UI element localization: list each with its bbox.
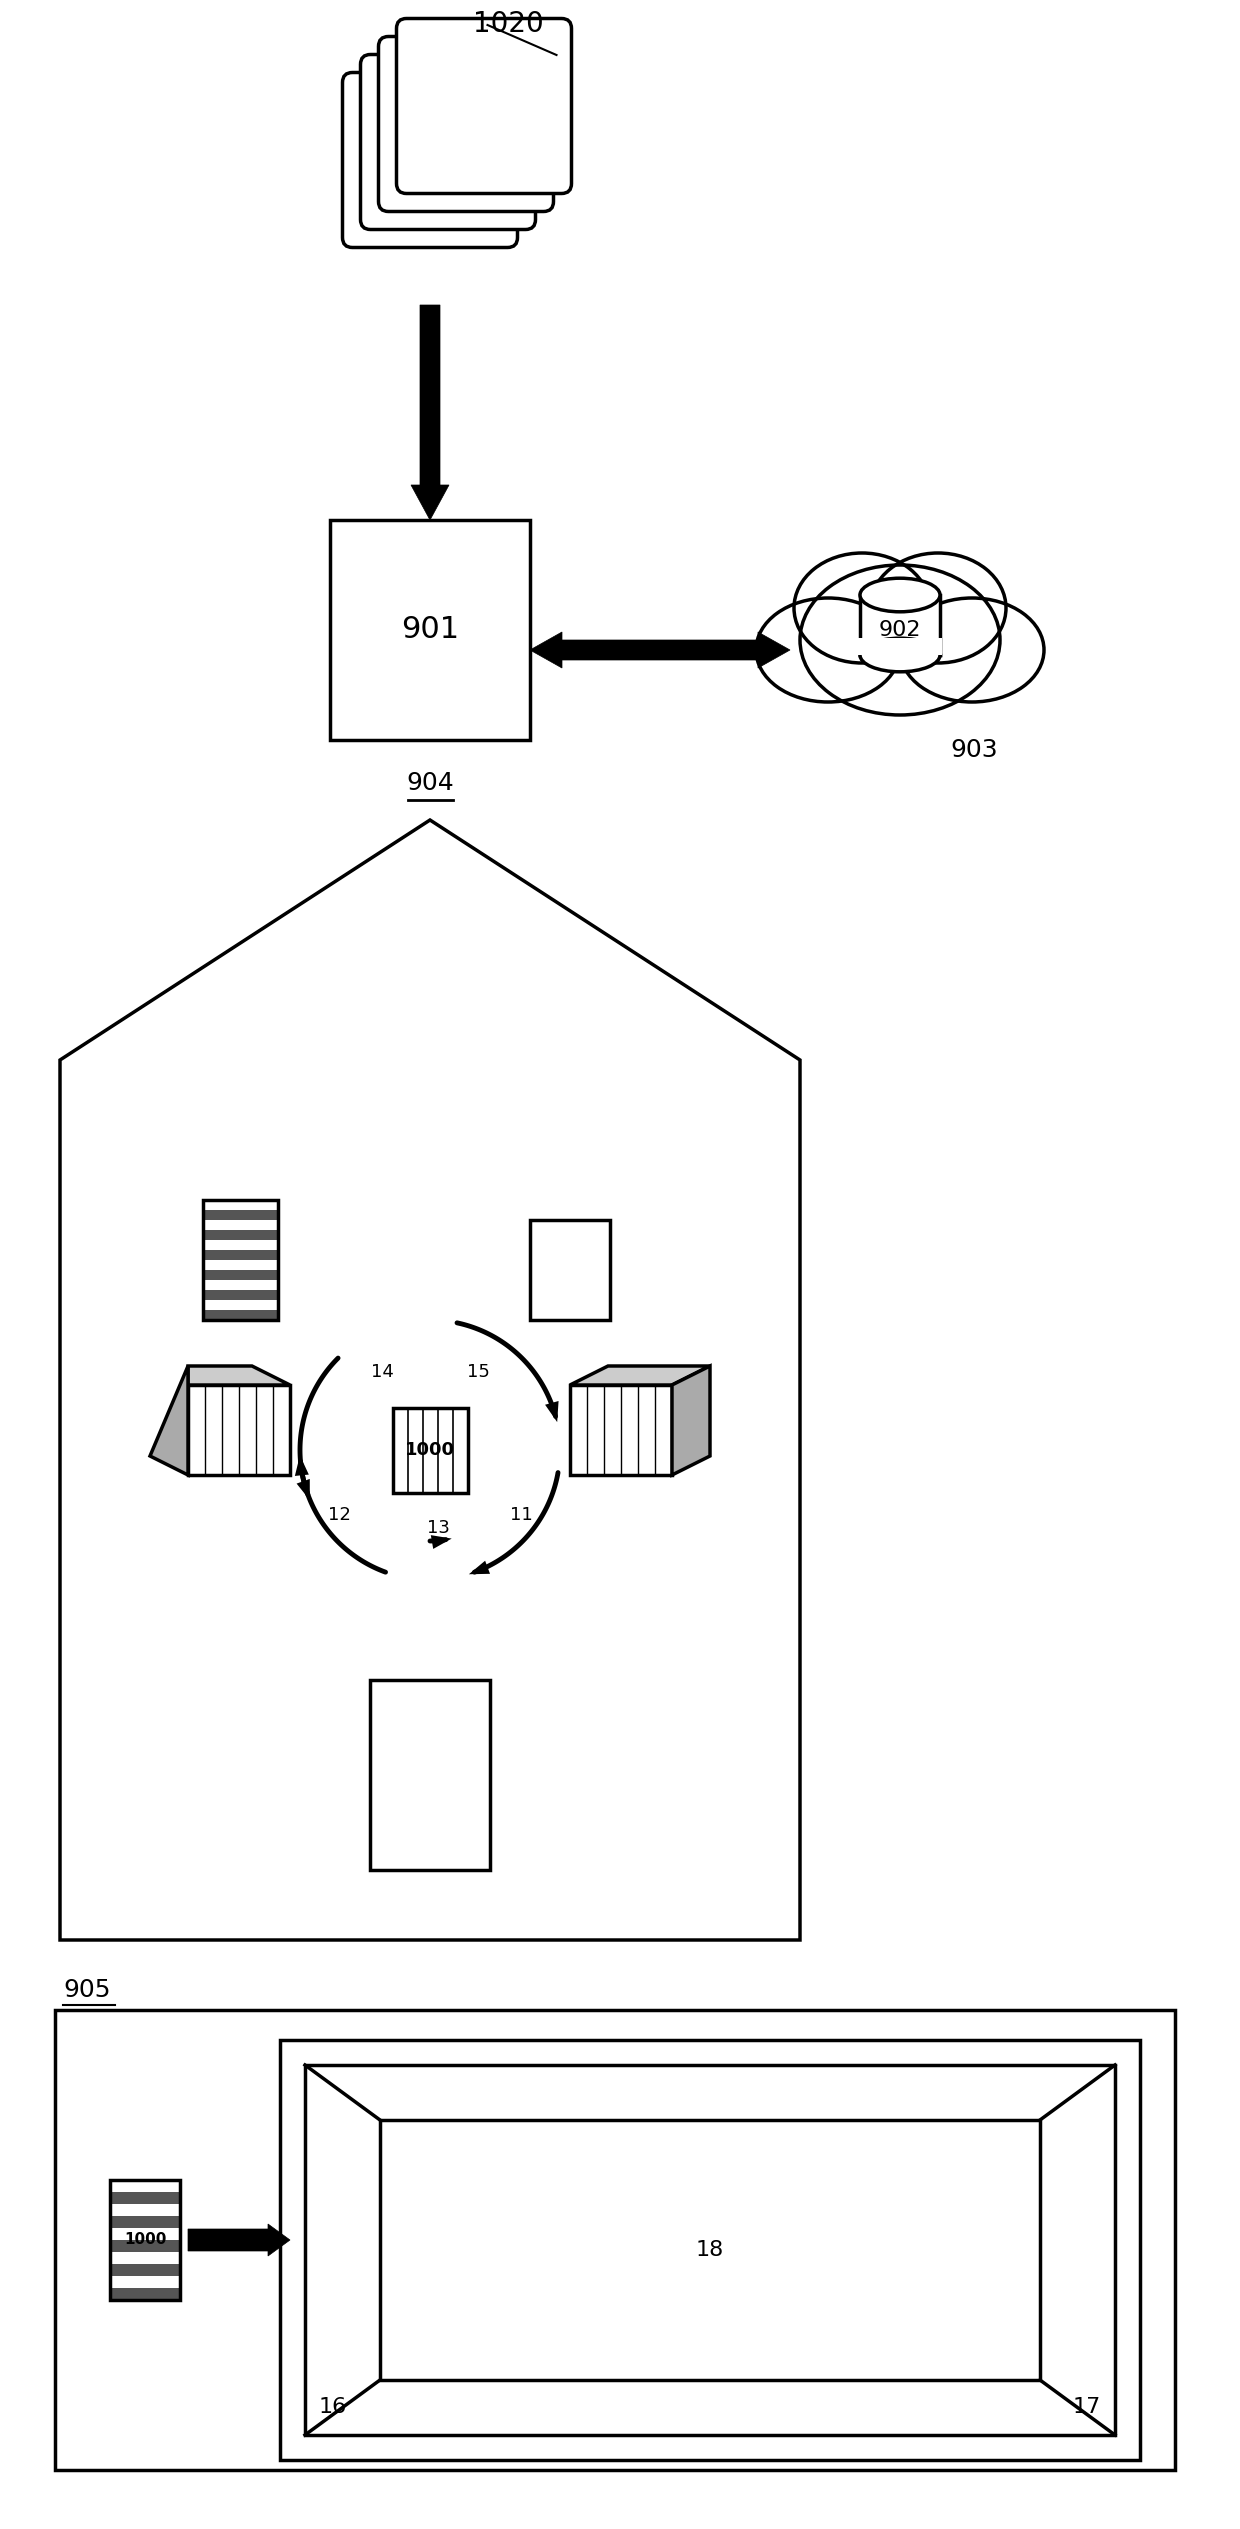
Ellipse shape — [756, 597, 900, 703]
Polygon shape — [469, 1560, 490, 1573]
Text: 903: 903 — [950, 738, 998, 761]
Text: 904: 904 — [407, 771, 454, 794]
Polygon shape — [150, 1366, 188, 1474]
Polygon shape — [202, 1280, 278, 1290]
Polygon shape — [110, 2241, 180, 2251]
Text: 902: 902 — [879, 620, 921, 640]
Polygon shape — [188, 1366, 290, 1386]
Text: 15: 15 — [466, 1363, 490, 1381]
Polygon shape — [295, 1454, 309, 1477]
FancyBboxPatch shape — [342, 73, 517, 248]
Polygon shape — [202, 1249, 278, 1259]
Text: 1020: 1020 — [472, 10, 543, 38]
Ellipse shape — [900, 597, 1044, 703]
Text: 13: 13 — [427, 1520, 449, 1538]
Ellipse shape — [870, 554, 1006, 663]
Polygon shape — [410, 306, 449, 521]
Polygon shape — [188, 2223, 290, 2256]
Polygon shape — [672, 1366, 711, 1474]
Polygon shape — [280, 2041, 1140, 2461]
Polygon shape — [202, 1300, 278, 1310]
Polygon shape — [370, 1679, 490, 1869]
FancyBboxPatch shape — [378, 35, 553, 212]
Polygon shape — [858, 637, 942, 655]
Text: 1000: 1000 — [405, 1442, 455, 1459]
Polygon shape — [110, 2228, 180, 2241]
Polygon shape — [202, 1259, 278, 1270]
Polygon shape — [202, 1310, 278, 1320]
Polygon shape — [110, 2203, 180, 2215]
Polygon shape — [330, 521, 529, 741]
Polygon shape — [529, 632, 790, 668]
Polygon shape — [202, 1290, 278, 1300]
Polygon shape — [861, 594, 940, 655]
Text: 905: 905 — [63, 1978, 110, 2003]
Text: 11: 11 — [510, 1505, 532, 1525]
Text: 12: 12 — [327, 1505, 351, 1525]
Polygon shape — [110, 2289, 180, 2299]
Polygon shape — [202, 1270, 278, 1280]
Polygon shape — [546, 1401, 558, 1421]
Polygon shape — [110, 2263, 180, 2276]
Ellipse shape — [861, 637, 940, 673]
FancyBboxPatch shape — [397, 18, 572, 195]
Text: 16: 16 — [319, 2397, 347, 2418]
Ellipse shape — [800, 564, 999, 716]
Polygon shape — [430, 1535, 451, 1548]
Polygon shape — [110, 2276, 180, 2289]
Text: 901: 901 — [401, 615, 459, 645]
Polygon shape — [296, 1479, 310, 1500]
FancyBboxPatch shape — [361, 56, 536, 230]
Text: 17: 17 — [1073, 2397, 1101, 2418]
Text: 1000: 1000 — [124, 2233, 166, 2248]
Polygon shape — [110, 2180, 180, 2193]
Polygon shape — [202, 1209, 278, 1219]
Text: 14: 14 — [371, 1363, 393, 1381]
Polygon shape — [110, 2193, 180, 2203]
Ellipse shape — [861, 579, 940, 612]
Polygon shape — [529, 1219, 610, 1320]
Ellipse shape — [794, 554, 930, 663]
Text: 18: 18 — [696, 2241, 724, 2261]
Polygon shape — [202, 1219, 278, 1229]
Polygon shape — [202, 1229, 278, 1239]
Polygon shape — [188, 1386, 290, 1474]
Polygon shape — [110, 2215, 180, 2228]
Polygon shape — [570, 1386, 672, 1474]
Polygon shape — [202, 1239, 278, 1249]
Polygon shape — [570, 1366, 711, 1386]
Polygon shape — [202, 1199, 278, 1209]
Polygon shape — [110, 2251, 180, 2263]
Polygon shape — [393, 1409, 467, 1492]
